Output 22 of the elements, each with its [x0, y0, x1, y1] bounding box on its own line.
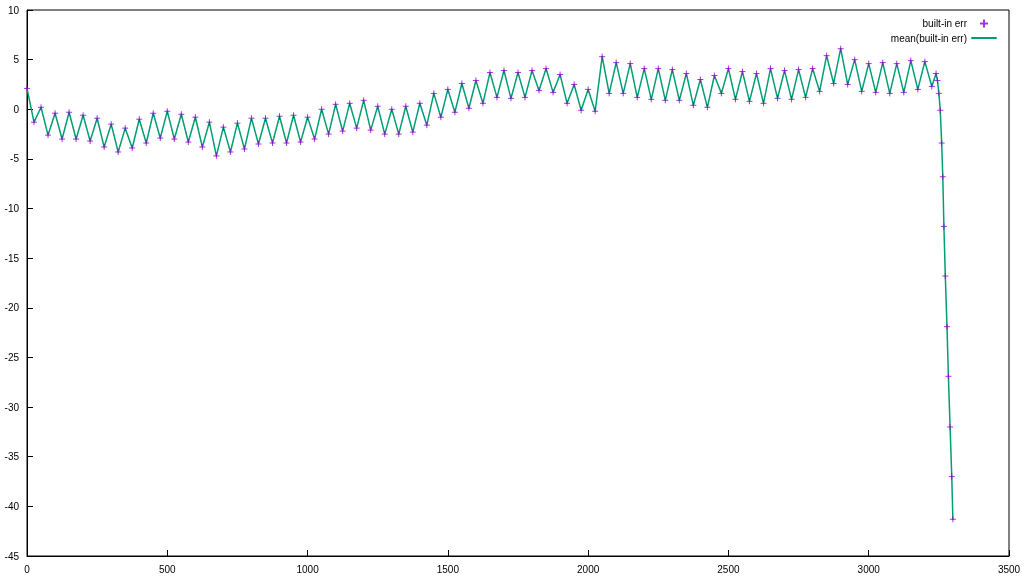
y-tick-label: -5	[10, 153, 20, 165]
x-tick-label: 0	[24, 563, 31, 575]
y-tick-label: -20	[4, 302, 20, 314]
y-tick-label: 0	[13, 103, 20, 115]
y-tick-label: -10	[4, 203, 20, 215]
y-tick-label: -30	[4, 401, 20, 413]
x-tick-label: 3000	[857, 563, 881, 575]
y-tick-label: -25	[4, 351, 20, 363]
legend-label: mean(built-in err)	[890, 32, 967, 44]
y-tick-label: -40	[4, 500, 20, 512]
y-tick-label: -45	[4, 550, 20, 562]
y-tick-label: 10	[7, 4, 20, 16]
x-tick-label: 2000	[577, 563, 600, 575]
y-tick-label: 5	[13, 54, 20, 66]
x-tick-label: 2500	[717, 563, 740, 575]
y-tick-label: -35	[4, 451, 20, 463]
legend-label: built-in err	[922, 18, 968, 29]
x-tick-label: 1000	[296, 563, 320, 575]
x-tick-label: 1500	[436, 563, 460, 575]
y-tick-label: -15	[4, 252, 20, 264]
x-tick-label: 500	[158, 563, 177, 575]
x-tick-label: 3500	[997, 563, 1021, 575]
